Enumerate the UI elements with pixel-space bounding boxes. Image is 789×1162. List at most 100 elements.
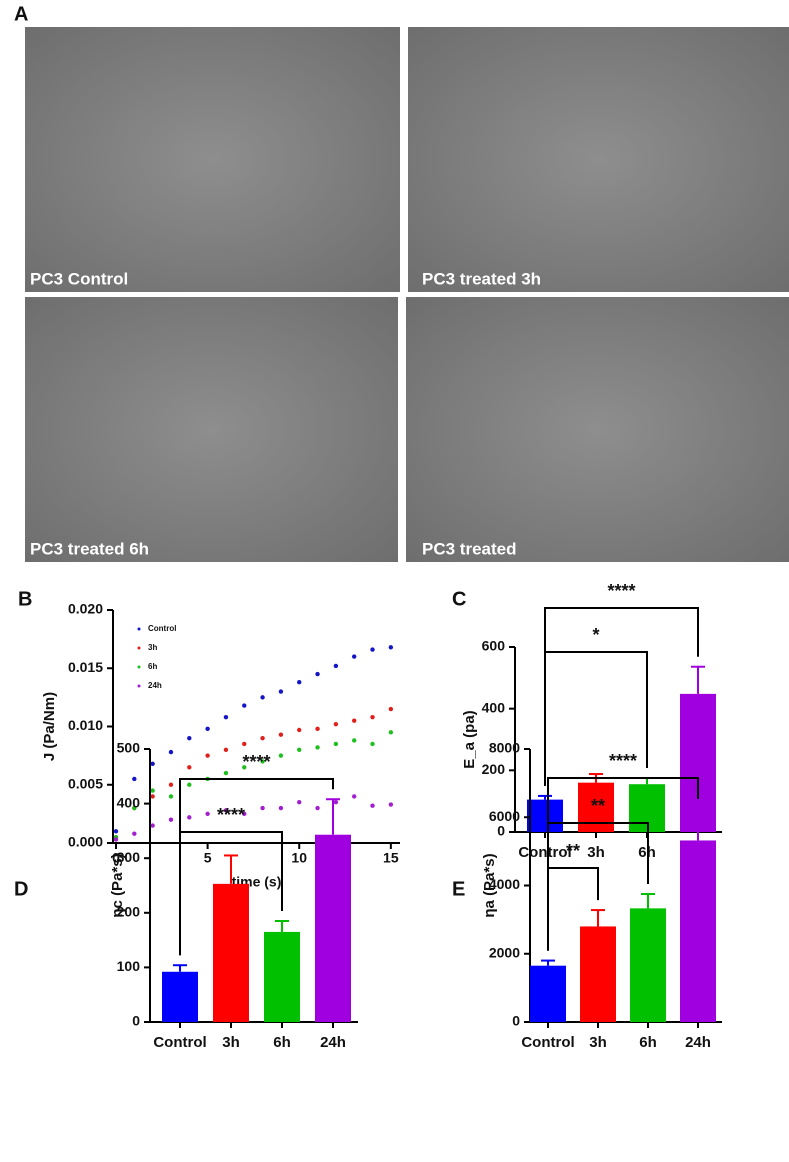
micrograph	[408, 27, 789, 292]
data-point	[278, 753, 284, 758]
panel-label: A	[14, 3, 28, 25]
data-point	[260, 759, 265, 764]
data-point	[388, 802, 394, 807]
legend-marker	[137, 646, 141, 650]
significance-bracket	[547, 867, 599, 951]
bar	[162, 971, 198, 1022]
data-point	[150, 761, 155, 766]
micrograph-label: PC3 treated 3h	[422, 269, 541, 288]
y-tick-label: 0.010	[68, 717, 103, 733]
y-tick-label: 0	[497, 823, 505, 839]
significance-label: **	[591, 796, 605, 816]
significance-bracket	[547, 777, 699, 951]
x-tick-label: Control	[518, 844, 571, 861]
x-tick-label: 3h	[589, 1034, 607, 1051]
data-point	[333, 663, 339, 669]
micrograph-label: PC3 treated 6h	[30, 539, 149, 558]
significance-label: **	[566, 841, 580, 861]
legend-marker	[137, 684, 141, 688]
y-tick-label: 300	[117, 849, 141, 865]
y-tick-label: 400	[117, 794, 141, 810]
bar	[213, 883, 249, 1022]
data-point	[315, 671, 320, 677]
significance-label: ****	[242, 752, 270, 772]
y-tick-label: 0	[132, 1013, 140, 1029]
x-tick-label: 24h	[685, 1034, 711, 1051]
data-point	[297, 800, 302, 805]
data-point	[388, 706, 394, 712]
data-point	[333, 741, 339, 747]
data-point	[132, 776, 137, 782]
data-point	[242, 703, 247, 708]
data-point	[297, 747, 302, 752]
panel-label: B	[18, 588, 32, 610]
data-point	[388, 645, 394, 650]
micrograph	[406, 297, 789, 562]
x-tick-label: 0	[112, 850, 120, 866]
panel-label: E	[452, 878, 465, 900]
bar	[580, 926, 616, 1022]
y-tick-label: 100	[117, 958, 141, 974]
data-point	[150, 794, 155, 799]
bar	[264, 931, 300, 1022]
micrograph-label: PC3 Control	[30, 269, 128, 288]
data-point	[297, 727, 302, 733]
panel-label: C	[452, 588, 466, 610]
data-point	[260, 805, 265, 811]
data-point	[132, 831, 137, 836]
data-point	[278, 732, 284, 737]
data-point	[315, 805, 320, 811]
y-axis-label: E_a (pa)	[461, 710, 478, 768]
micrograph	[25, 297, 398, 562]
x-tick-label: 10	[291, 850, 307, 866]
x-tick-label: 6h	[639, 1034, 657, 1051]
data-point	[187, 735, 192, 741]
bar	[680, 840, 716, 1022]
legend-marker	[137, 627, 141, 631]
data-point	[315, 745, 320, 750]
data-point	[168, 782, 174, 787]
data-point	[113, 829, 119, 834]
data-point	[351, 738, 357, 743]
significance-label: ****	[607, 581, 635, 601]
data-point	[150, 788, 155, 793]
y-tick-label: 0.000	[68, 834, 103, 850]
data-point	[205, 811, 210, 817]
data-point	[242, 741, 247, 747]
data-point	[132, 805, 137, 811]
data-point	[278, 689, 284, 694]
data-point	[351, 794, 357, 799]
y-tick-label: 200	[482, 761, 506, 777]
data-point	[168, 817, 174, 822]
y-tick-label: 8000	[489, 740, 520, 756]
data-point	[223, 747, 229, 752]
bar	[315, 834, 351, 1022]
panel-label: D	[14, 878, 28, 900]
bar	[630, 908, 666, 1022]
significance-label: ****	[609, 751, 637, 771]
data-point	[205, 753, 210, 758]
significance-bracket	[544, 651, 648, 786]
data-point	[333, 721, 339, 727]
y-tick-label: 200	[117, 904, 141, 920]
y-tick-label: 500	[117, 740, 141, 756]
bar	[530, 965, 566, 1022]
data-point	[388, 730, 394, 735]
x-tick-label: 3h	[222, 1034, 240, 1051]
data-point	[242, 765, 247, 770]
data-point	[187, 815, 192, 820]
y-tick-label: 0.020	[68, 601, 103, 617]
x-tick-label: 15	[383, 850, 399, 866]
legend-label: 24h	[148, 681, 162, 690]
data-point	[260, 695, 265, 700]
data-point	[297, 680, 302, 685]
legend-label: 3h	[148, 643, 157, 652]
data-point	[242, 811, 247, 817]
y-tick-label: 0.005	[68, 775, 103, 791]
data-point	[187, 765, 192, 770]
data-point	[113, 837, 119, 842]
significance-label: *	[592, 625, 599, 645]
y-tick-label: 400	[482, 699, 506, 715]
data-point	[370, 647, 375, 652]
